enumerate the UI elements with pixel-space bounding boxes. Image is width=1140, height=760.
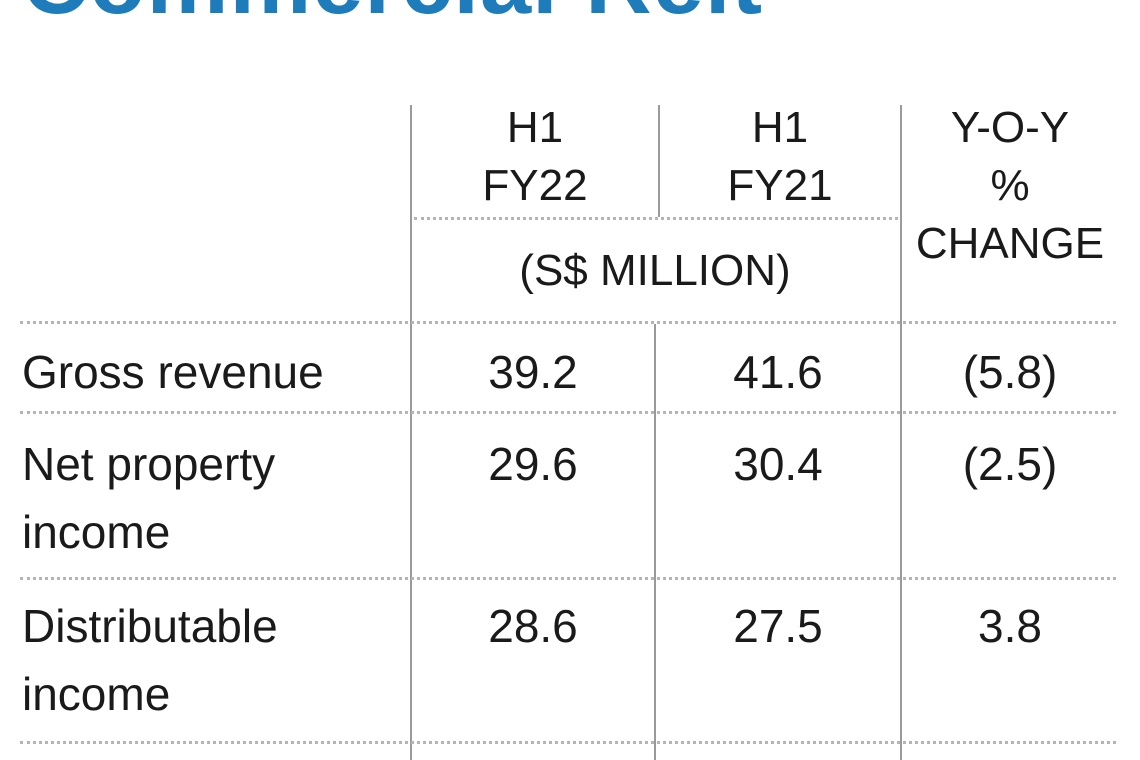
divider [654,324,656,760]
cell-value: 39.2 [488,346,578,398]
cell-value: (5.8) [962,346,1058,398]
row-label: Gross revenue [22,346,324,398]
title: Commercial Reit [22,0,763,35]
column-header: CHANGE [915,219,1105,268]
column-header: % [990,161,1030,210]
separator [414,217,898,220]
divider [900,105,902,760]
column-header: FY21 [727,161,833,210]
cell-value: 30.4 [733,438,823,490]
separator [20,411,1116,414]
column-header: FY22 [482,161,588,210]
cell-value: (2.5) [962,438,1058,490]
row-label: Net property income [22,438,276,558]
separator [20,741,1116,744]
separator [20,321,1116,324]
divider [658,105,660,217]
column-header: H1 [751,103,809,152]
column-header: Y-O-Y [950,103,1070,152]
cell-value: 29.6 [488,438,578,490]
cell-value: 28.6 [488,600,578,652]
cell-value: 41.6 [733,346,823,398]
cell-value: 27.5 [733,600,823,652]
separator [20,577,1116,580]
column-header: H1 [506,103,564,152]
cell-value: 3.8 [978,600,1042,652]
divider [410,105,412,760]
row-label: Distributable income [22,600,278,720]
unit: (S$ MILLION) [519,246,791,295]
